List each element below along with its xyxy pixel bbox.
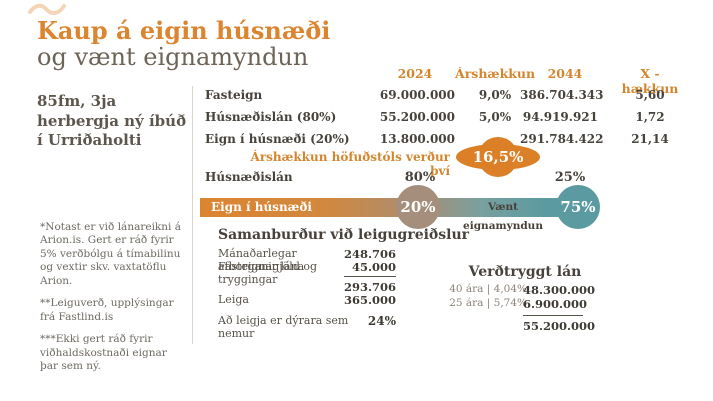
comparison-row: Fasteignagjöld og tryggingar 45.000 [218, 260, 396, 286]
rent-row: Leiga 365.000 [218, 293, 396, 307]
table-row: Eign í húsnæði (20%) 13.800.000 291.784.… [0, 132, 713, 147]
conclusion-row: Að leigja er dýrara sem nemur 24% [218, 314, 396, 340]
principal-increase-badge: 16,5% [456, 137, 540, 177]
mortgage-2044-percent: 25% [554, 170, 586, 185]
rent-comparison-title: Samanburður við leigugreiðslur [218, 227, 470, 243]
brand-squiggle-icon [28, 3, 66, 16]
rent-label: Leiga [218, 293, 249, 306]
value-x-increase: 21,14 [631, 132, 669, 146]
loan-amount: 6.900.000 [523, 297, 588, 311]
value-2044: 291.784.422 [520, 132, 604, 146]
row-label: Eign í húsnæði (20%) [205, 132, 350, 146]
conclusion-label: Að leigja er dýrara sem nemur [218, 314, 349, 340]
row-label: Húsnæðislán (80%) [205, 110, 337, 124]
comparison-subtotal: 293.706 [343, 276, 396, 294]
loan-term: 25 ára | 5,74% [449, 297, 527, 309]
property-description: 85fm, 3ja herbergja ný íbúð í Urriðaholt… [37, 92, 187, 149]
mortgage-2024-percent: 80% [404, 170, 436, 185]
value-annual: 9,0% [478, 88, 512, 102]
table-row: Húsnæðislán (80%) 55.200.000 5,0% 94.919… [0, 110, 713, 125]
principal-increase-note: Árshækkun höfuðstóls verður því [250, 150, 450, 178]
equity-growth-bar: Eign í húsnæði Vænt eignamyndun [200, 198, 575, 232]
title-line1: Kaup á eigin húsnæði [37, 16, 331, 45]
badge-value: 16,5% [472, 148, 524, 166]
value-annual: 5,0% [478, 110, 512, 124]
indexed-loan-total: 55.200.000 [523, 315, 595, 333]
rent-value: 365.000 [343, 293, 396, 307]
column-header-2044: 2044 [547, 66, 583, 81]
comparison-label: Mánaðarlegar afborganir lána [218, 247, 305, 273]
footnotes: *Notast er við lánareikni á Arion.is. Ge… [40, 221, 182, 382]
value-2024: 13.800.000 [379, 132, 455, 146]
footnote-2: **Leiguverð, upplýsingar frá Fastlind.is [40, 297, 174, 323]
value-2044: 94.919.921 [522, 110, 598, 124]
footnote-3: ***Ekki gert ráð fyrir viðhaldskostnaði … [40, 333, 167, 372]
value-x-increase: 5,60 [635, 88, 665, 102]
conclusion-value: 24% [367, 314, 396, 328]
comparison-label: Fasteignagjöld og tryggingar [218, 260, 318, 286]
value-2024: 69.000.000 [379, 88, 455, 102]
column-header-annual-increase: Árshækkun [455, 66, 536, 81]
equity-2024-circle: 20% [396, 185, 440, 229]
title-line2: og vænt eignamyndun [37, 43, 309, 72]
value-2044: 386.704.343 [520, 88, 604, 102]
comparison-value: 248.706 [343, 247, 396, 261]
table-row: Fasteign 69.000.000 9,0% 386.704.343 5,6… [0, 88, 713, 103]
expected-equity-growth-label: Vænt eignamyndun [463, 201, 543, 232]
loan-amount: 48.300.000 [523, 283, 596, 297]
equity-bar-label: Eign í húsnæði [211, 200, 312, 214]
row-label: Fasteign [205, 88, 263, 102]
indexed-loan-title: Verðtryggt lán [468, 264, 582, 280]
value-x-increase: 1,72 [635, 110, 665, 124]
vertical-divider [192, 86, 193, 344]
loan-term: 40 ára | 4,04% [449, 283, 527, 295]
mortgage-label: Húsnæðislán [205, 170, 293, 184]
page-title: Kaup á eigin húsnæði og vænt eignamyndun [37, 16, 331, 72]
column-header-x-increase: X - hækkun [621, 66, 679, 96]
comparison-subtotal-row: 293.706 [218, 276, 396, 294]
comparison-row: Mánaðarlegar afborganir lána 248.706 [218, 247, 396, 273]
value-2024: 55.200.000 [379, 110, 455, 124]
footnote-1: *Notast er við lánareikni á Arion.is. Ge… [40, 221, 182, 287]
column-header-2024: 2024 [397, 66, 433, 81]
comparison-value: 45.000 [351, 260, 396, 274]
equity-2044-circle: 75% [556, 185, 600, 229]
